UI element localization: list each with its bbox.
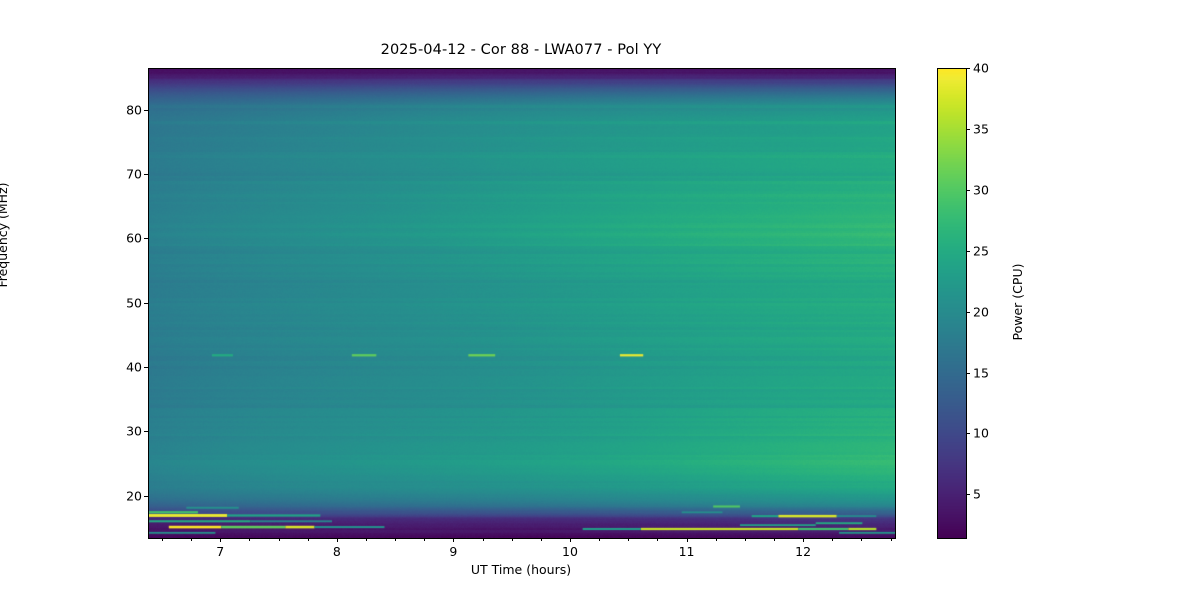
x-tick-mark [569, 538, 571, 542]
x-tick-mark [220, 538, 222, 542]
x-tick-mark-minor [511, 538, 513, 541]
x-tick-label: 10 [562, 544, 578, 559]
colorbar-tick-label: 15 [973, 365, 989, 381]
x-tick-mark-minor [744, 538, 746, 541]
x-tick-mark [453, 538, 455, 542]
colorbar-tick-label: 35 [973, 121, 989, 137]
spectrogram-plot-area [148, 68, 896, 539]
x-tick-mark-minor [832, 538, 834, 541]
x-tick-mark-minor [628, 538, 630, 541]
colorbar-tick-mark [966, 68, 970, 69]
x-tick-mark [686, 538, 688, 542]
colorbar [937, 68, 967, 539]
x-tick-mark-minor [599, 538, 601, 541]
y-tick-label: 60 [126, 230, 142, 246]
x-tick-mark-minor [365, 538, 367, 541]
colorbar-tick-label: 5 [973, 486, 981, 502]
x-tick-mark-minor [424, 538, 426, 541]
colorbar-tick-mark [966, 372, 970, 374]
x-tick-mark-minor [307, 538, 309, 541]
colorbar-tick-label: 10 [973, 425, 989, 441]
y-tick-mark [144, 431, 148, 433]
x-tick-mark-minor [191, 538, 193, 541]
colorbar-tick-mark [966, 128, 970, 130]
y-tick-mark [144, 174, 148, 176]
y-tick-label: 80 [126, 102, 142, 118]
x-tick-mark [803, 538, 805, 542]
x-tick-mark-minor [278, 538, 280, 541]
y-tick-mark [144, 367, 148, 369]
x-axis-label: UT Time (hours) [470, 562, 572, 577]
colorbar-gradient [938, 69, 966, 538]
colorbar-tick-mark [966, 494, 970, 496]
page-title: 2025-04-12 - Cor 88 - LWA077 - Pol YY [380, 42, 662, 58]
colorbar-label: Power (CPU) [1010, 263, 1025, 341]
y-tick-mark [144, 495, 148, 497]
x-tick-mark-minor [161, 538, 163, 541]
x-tick-mark-minor [890, 538, 892, 541]
spectrogram-image [149, 69, 895, 538]
y-tick-label: 50 [126, 295, 142, 311]
colorbar-tick-mark [966, 189, 970, 191]
x-tick-mark-minor [249, 538, 251, 541]
colorbar-tick-label: 40 [973, 60, 989, 76]
x-tick-mark-minor [715, 538, 717, 541]
x-tick-label: 11 [678, 544, 695, 559]
x-tick-mark-minor [861, 538, 863, 541]
colorbar-tick-mark [966, 433, 970, 435]
x-tick-mark-minor [657, 538, 659, 541]
y-tick-mark [144, 109, 148, 111]
colorbar-tick-label: 25 [973, 243, 989, 259]
colorbar-tick-label: 30 [973, 182, 989, 198]
x-tick-label: 8 [332, 544, 341, 559]
y-tick-mark [144, 238, 148, 240]
y-tick-label: 30 [126, 423, 142, 439]
y-tick-mark [144, 302, 148, 304]
y-tick-label: 70 [126, 166, 142, 182]
y-tick-label: 20 [126, 488, 142, 504]
y-axis-label: Frequency (MHz) [0, 182, 10, 288]
x-tick-mark [336, 538, 338, 542]
x-tick-mark-minor [482, 538, 484, 541]
x-tick-label: 9 [449, 544, 458, 559]
x-tick-mark-minor [540, 538, 542, 541]
colorbar-tick-mark [966, 250, 970, 252]
colorbar-tick-label: 20 [973, 304, 989, 320]
x-tick-mark-minor [395, 538, 397, 541]
colorbar-tick-mark [966, 311, 970, 313]
x-tick-label: 12 [795, 544, 812, 559]
y-tick-label: 40 [126, 359, 142, 375]
x-tick-label: 7 [216, 544, 225, 559]
x-tick-mark-minor [773, 538, 775, 541]
